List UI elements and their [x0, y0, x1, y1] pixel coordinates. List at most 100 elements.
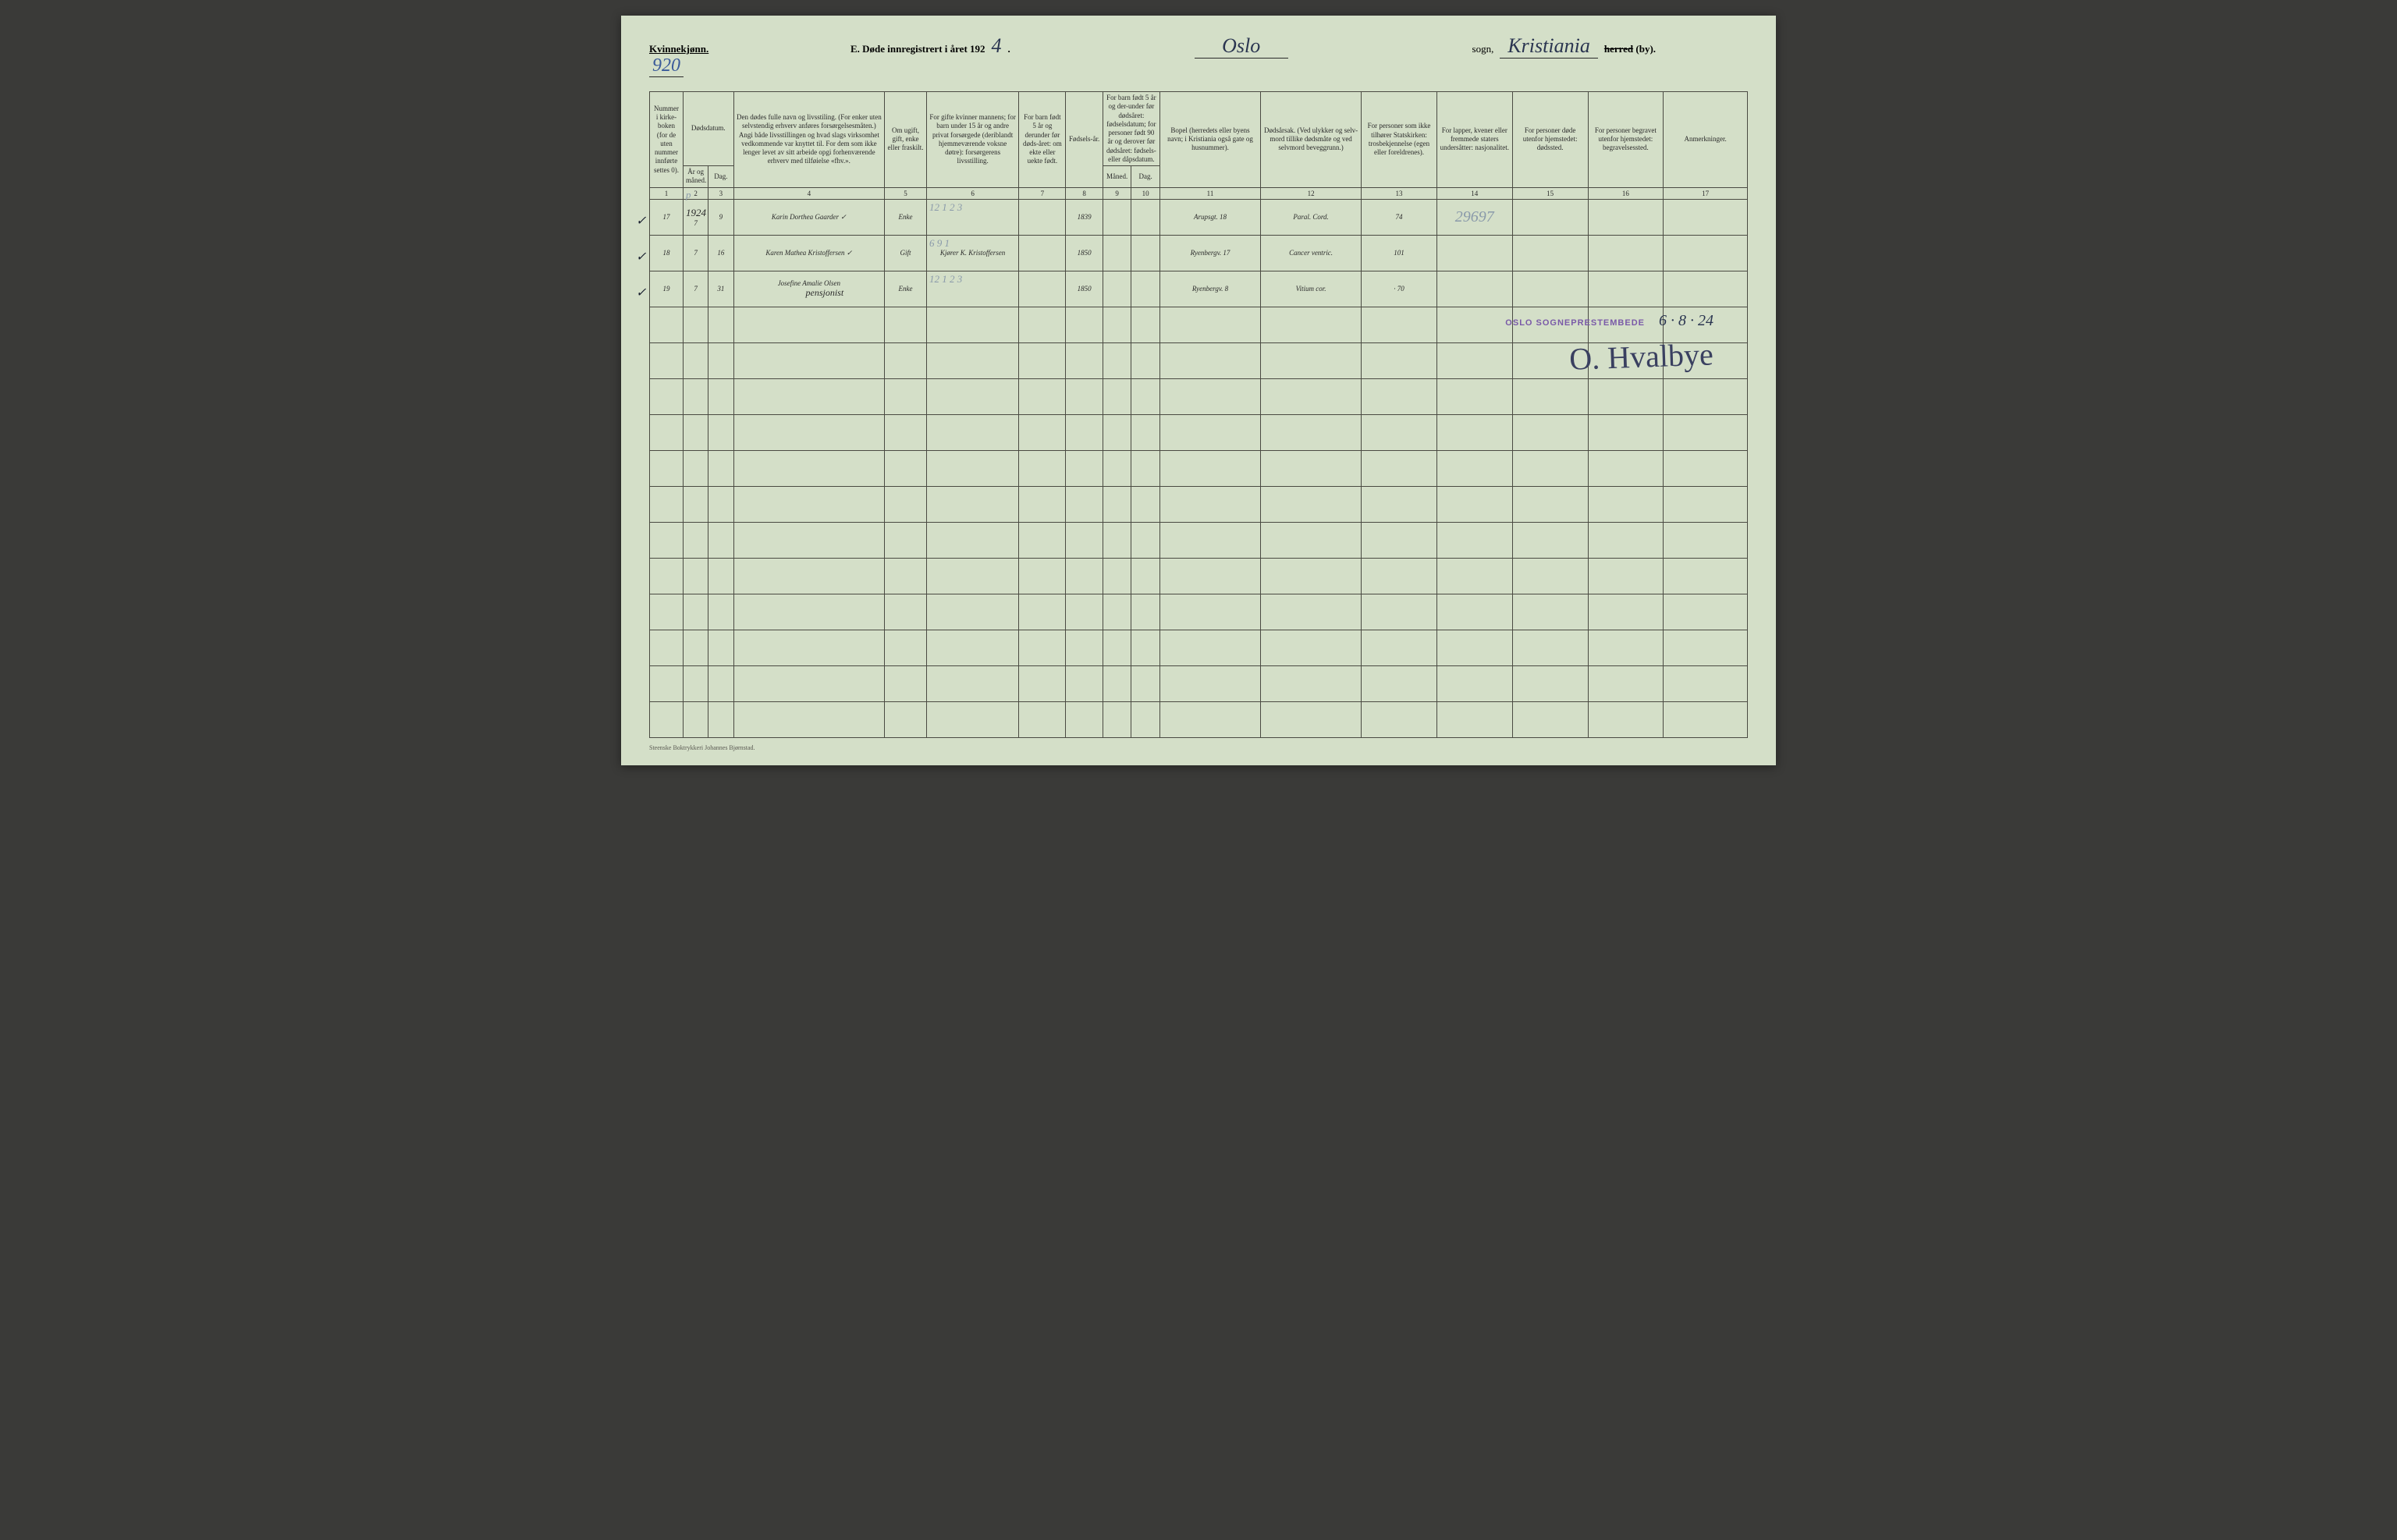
- cell: [1019, 378, 1066, 414]
- cell: [1019, 558, 1066, 594]
- col-number: 3: [708, 187, 733, 199]
- cell: [926, 450, 1018, 486]
- cell: [1362, 450, 1437, 486]
- table-header: Nummer i kirke-boken (for de uten nummer…: [650, 92, 1748, 200]
- cell: 29697: [1436, 199, 1512, 235]
- cell: [684, 378, 708, 414]
- cell: [650, 665, 684, 701]
- col-number: 16: [1588, 187, 1664, 199]
- cell: [1261, 307, 1362, 342]
- cell: [1664, 235, 1748, 271]
- table-row: [650, 630, 1748, 665]
- cell: [1131, 450, 1160, 486]
- cell: [1436, 307, 1512, 342]
- cell: [1159, 665, 1260, 701]
- col-sub-day: Dag.: [708, 166, 733, 188]
- cell: [684, 307, 708, 342]
- cell: [1131, 630, 1160, 665]
- cell: [885, 486, 927, 522]
- cell: 16: [708, 235, 733, 271]
- cell: [926, 594, 1018, 630]
- printer-footer: Steenske Boktrykkeri Johannes Bjørnstad.: [649, 744, 1748, 751]
- col-header: Dødsårsak. (Ved ulykker og selv-mord til…: [1261, 92, 1362, 188]
- cell: [1019, 486, 1066, 522]
- cell: [1664, 414, 1748, 450]
- cell: 12 1 2 3: [926, 271, 1018, 307]
- cell: [885, 307, 927, 342]
- cell: [1019, 271, 1066, 307]
- cell: [1131, 522, 1160, 558]
- cell: [926, 378, 1018, 414]
- cell: [1664, 630, 1748, 665]
- cell: [1103, 414, 1131, 450]
- cell: [1512, 701, 1588, 737]
- col-number: 1: [650, 187, 684, 199]
- cell: [733, 701, 885, 737]
- cell: [1019, 701, 1066, 737]
- cell: [708, 665, 733, 701]
- col-header: Nummer i kirke-boken (for de uten nummer…: [650, 92, 684, 188]
- cell: 19247p: [684, 199, 708, 235]
- table-row: [650, 450, 1748, 486]
- cell: [650, 414, 684, 450]
- cell: [1103, 486, 1131, 522]
- cell: [1103, 378, 1131, 414]
- cell: [1159, 486, 1260, 522]
- cell: [1664, 522, 1748, 558]
- cell: [650, 307, 684, 342]
- cell: [708, 378, 733, 414]
- cell: [684, 594, 708, 630]
- cell: [733, 450, 885, 486]
- cell: [1019, 414, 1066, 450]
- cell: [1103, 594, 1131, 630]
- cell: [1362, 701, 1437, 737]
- cell: 1850: [1066, 235, 1103, 271]
- title-prefix: E. Døde innregistrert i året 192: [850, 43, 985, 55]
- cell: [684, 522, 708, 558]
- cell: [708, 486, 733, 522]
- cell: [650, 558, 684, 594]
- cell: [885, 342, 927, 378]
- cell: [1436, 378, 1512, 414]
- check-mark: ✓: [636, 213, 646, 229]
- cell: 1839: [1066, 199, 1103, 235]
- cell: [684, 342, 708, 378]
- cell: [1362, 307, 1437, 342]
- cell: [1261, 486, 1362, 522]
- cell: [1664, 271, 1748, 307]
- cell: [926, 342, 1018, 378]
- cell: [1159, 594, 1260, 630]
- cell: [684, 486, 708, 522]
- check-mark: ✓: [636, 249, 646, 264]
- cell: [1362, 522, 1437, 558]
- cell: [1131, 414, 1160, 450]
- cell: [1588, 414, 1664, 450]
- cell: [1131, 307, 1160, 342]
- cell: [1261, 450, 1362, 486]
- cell: [1066, 307, 1103, 342]
- cell: [1159, 342, 1260, 378]
- col-header: For personer døde utenfor hjemstedet: dø…: [1512, 92, 1588, 188]
- cell: [650, 522, 684, 558]
- cell: [1261, 522, 1362, 558]
- cell: [1362, 594, 1437, 630]
- table-row: 17✓19247p9Karin Dorthea Gaarder ✓Enke12 …: [650, 199, 1748, 235]
- cell: [926, 665, 1018, 701]
- table-row: [650, 558, 1748, 594]
- cell: [1066, 594, 1103, 630]
- cell: [708, 701, 733, 737]
- cell: 18✓: [650, 235, 684, 271]
- cell: 74: [1362, 199, 1437, 235]
- cell: [1512, 199, 1588, 235]
- cell: [733, 342, 885, 378]
- cell: Enke: [885, 199, 927, 235]
- cell: [1159, 522, 1260, 558]
- col-header: For barn født 5 år og der-under før døds…: [1103, 92, 1159, 166]
- cell: [1261, 630, 1362, 665]
- cell: [684, 414, 708, 450]
- cell: [1066, 450, 1103, 486]
- cell: [926, 701, 1018, 737]
- col-number: 15: [1512, 187, 1588, 199]
- cell: [1019, 522, 1066, 558]
- cell: [926, 414, 1018, 450]
